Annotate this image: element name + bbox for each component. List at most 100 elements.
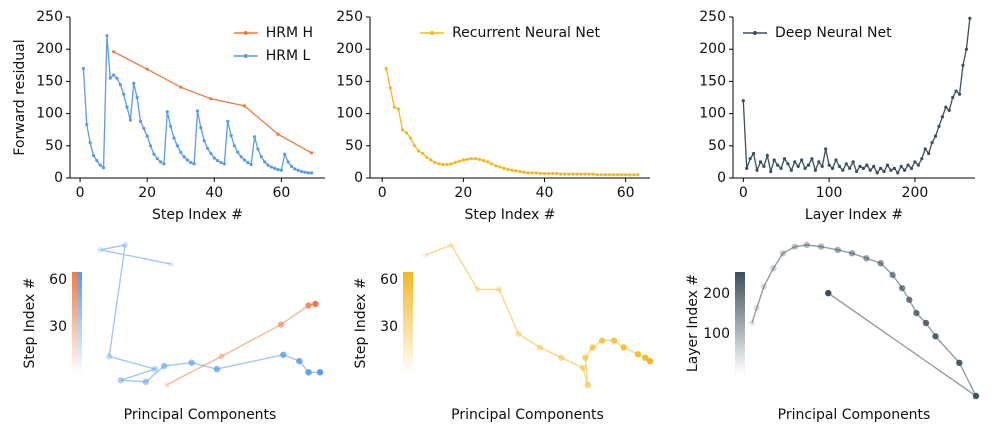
x-tick-label: 60 [617,185,635,201]
point [252,135,257,139]
y-tick-label: 250 [36,9,63,25]
colorbar-tick-label: 30 [49,319,67,335]
legend-label: HRM L [266,48,311,64]
point [591,172,595,176]
point [587,172,591,176]
point [236,150,240,154]
point [951,95,955,100]
trajectory-point [779,250,787,257]
point [745,166,749,170]
point [276,168,280,172]
trajectory-point [496,286,503,293]
point [611,173,616,177]
point [296,168,300,172]
colorbar-tick-label: 100 [703,326,730,342]
point [216,159,220,163]
point [400,128,405,132]
point [212,156,216,160]
point [429,158,433,162]
point [779,166,783,170]
point [246,160,250,165]
point [526,171,530,175]
point [433,160,437,165]
point [273,166,277,170]
point [115,76,119,80]
point [259,155,263,159]
point [132,81,136,85]
point [128,118,132,122]
point [135,95,139,100]
x-tick-label: 20 [138,185,156,201]
trajectory-point [972,392,980,400]
trajectory-point [96,246,104,253]
trajectory-point [584,381,591,389]
point [892,166,896,170]
trajectory-point [280,351,287,358]
point [138,119,143,123]
point [506,168,510,172]
point [408,136,413,140]
point [830,166,835,170]
point [425,155,429,159]
point [219,160,223,165]
point [579,172,583,176]
point [765,153,769,158]
point [125,105,129,109]
trajectory-point [213,365,221,373]
point [944,105,948,109]
colorbar-tick-label: 60 [49,272,67,288]
point [615,173,620,177]
trajectory-point [582,354,589,361]
point [861,166,866,170]
point [469,157,474,161]
point [142,126,146,131]
trajectory-point [753,304,760,312]
point [624,173,628,177]
y-tick-label: 150 [336,73,363,89]
point [165,110,169,114]
point [940,115,944,119]
trajectory-point [421,252,429,259]
point [242,158,247,162]
point [490,162,494,166]
point [101,166,106,170]
colorbar [77,272,82,374]
point [502,166,506,170]
point [603,173,607,177]
trajectory-point [536,344,544,351]
colorbar-tick-label: 30 [380,319,398,335]
point [309,171,314,175]
point [844,162,848,166]
point [286,160,290,164]
point [263,160,267,164]
point [289,164,294,169]
point [239,155,243,159]
point [538,171,543,176]
point [769,169,773,174]
point [404,131,409,135]
trajectory-point [906,296,913,303]
point [920,157,924,161]
trajectory-point [598,337,606,344]
x-axis-label: Layer Index # [805,207,903,223]
point [303,170,307,174]
trajectory-point [803,241,811,249]
trajectory-point [163,381,170,389]
point [916,163,920,167]
point [396,107,401,111]
point [559,172,563,176]
y-tick-label: 200 [336,41,363,57]
point [189,160,193,165]
y-tick-label: 100 [336,106,363,122]
y-tick-label: 0 [354,170,363,186]
trajectory-point [646,357,654,365]
point [148,144,153,148]
point [202,139,206,143]
legend-label: HRM H [266,25,313,41]
point [854,169,859,174]
point [817,160,821,164]
point [599,173,603,177]
point [145,134,149,138]
point [628,173,632,177]
